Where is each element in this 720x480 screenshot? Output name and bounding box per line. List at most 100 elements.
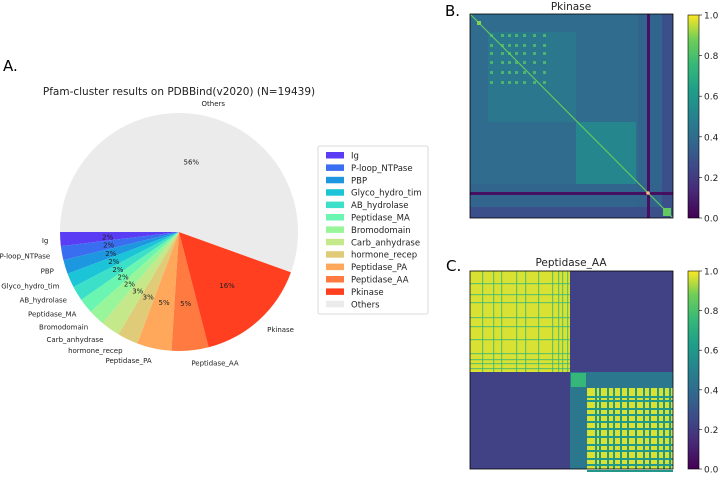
panel-label-a: A. — [3, 57, 18, 75]
heatmap-stripe — [587, 458, 673, 460]
legend-swatch — [326, 176, 344, 184]
colorbar-tick-label: 0.6 — [704, 93, 719, 103]
legend-entry: Bromodomain — [351, 226, 411, 236]
pie-chart — [60, 113, 298, 351]
legend-entry: P-loop_NTPase — [351, 164, 413, 174]
pie-slice-ig — [60, 232, 179, 247]
heatmap-cell — [543, 52, 546, 55]
heatmap-stripe — [587, 408, 673, 410]
pie-category-label: hormone_recep — [68, 347, 123, 355]
heatmap-stripe — [587, 464, 673, 466]
heatmap-cell — [543, 61, 546, 64]
heatmap-cell — [523, 81, 526, 84]
pie-category-label: Pkinase — [267, 326, 294, 334]
heatmap-cell — [501, 34, 504, 37]
heatmap-stripe — [470, 339, 570, 341]
pie-slice-pkinase — [179, 232, 291, 348]
pie-category-label: Carb_anhydrase — [47, 336, 104, 344]
heatmap-stripe — [657, 388, 659, 469]
heatmap-stripe — [587, 450, 673, 452]
pie-slice-peptidase-ma — [81, 232, 179, 312]
legend-swatch — [326, 288, 344, 295]
legend-entry: Ig — [351, 152, 359, 162]
heatmap-c-title: Peptidase_AA — [535, 257, 607, 269]
legend-swatch — [326, 263, 344, 271]
pie-pct-label: 56% — [183, 159, 199, 167]
pie-category-label: P-loop_NTPase — [0, 252, 50, 260]
pie-slice-pbp — [63, 232, 179, 274]
legend-entry: Peptidase_AA — [351, 276, 409, 286]
heatmap-cell — [663, 208, 671, 216]
heatmap-cell — [543, 44, 546, 47]
heatmap-cell — [533, 81, 536, 84]
heatmap-stripe — [635, 388, 637, 469]
pie-slice-peptidase-pa — [137, 232, 179, 351]
heatmap-cell — [490, 71, 493, 74]
heatmap-stripe — [470, 363, 570, 365]
heatmap-cell — [501, 44, 504, 47]
legend-swatch — [326, 214, 344, 221]
colorbar-tick-label: 1.0 — [704, 268, 719, 278]
pie-slice-hormone-recep — [118, 232, 179, 344]
legend-swatch — [326, 300, 344, 308]
heatmap-stripe — [587, 396, 673, 398]
heatmap-cell — [533, 71, 536, 74]
legend-frame — [317, 145, 429, 315]
heatmap-cell — [508, 81, 511, 84]
heatmap-stripe — [587, 414, 673, 416]
legend-swatch — [326, 276, 344, 283]
colorbar-gradient — [687, 270, 700, 470]
colorbar-tick-label: 0.4 — [704, 386, 719, 396]
legend-entry: Peptidase_PA — [351, 263, 407, 273]
heatmap-cell — [533, 34, 536, 37]
pie-legend: Ig P-loop_NTPase PBP Glyco_hydro_tim AB_hydr… — [317, 145, 429, 315]
colorbar-tick-label: 0.8 — [704, 307, 719, 317]
legend-entry: Carb_anhydrase — [351, 238, 420, 248]
heatmap-separator — [647, 14, 650, 218]
colorbar-tick-label: 0.2 — [704, 174, 718, 184]
pie-category-label: Ig — [42, 237, 49, 245]
heatmap-cell — [515, 52, 518, 55]
heatmap-cell — [523, 71, 526, 74]
legend-swatch — [326, 226, 344, 233]
pie-slice-p-loop-ntpase — [60, 232, 179, 261]
heatmap-cell — [508, 34, 511, 37]
pie-pct-label: 2% — [124, 280, 135, 288]
heatmap-stripe — [470, 353, 570, 355]
heatmap-stripe — [587, 400, 673, 402]
heatmap-cell — [490, 44, 493, 47]
heatmap-b-title: Pkinase — [551, 1, 591, 13]
heatmap-cell — [490, 61, 493, 64]
heatmap-block — [470, 271, 570, 372]
heatmap-cell — [515, 34, 518, 37]
heatmap-stripe — [525, 271, 527, 372]
heatmap-stripe — [538, 271, 540, 372]
heatmap-stripe — [470, 326, 570, 328]
heatmap-cell — [515, 71, 518, 74]
heatmap-stripe — [470, 317, 570, 319]
colorbar-gradient — [687, 14, 700, 219]
heatmap-separator — [470, 192, 673, 195]
heatmap-peptidase-aa — [469, 270, 674, 472]
heatmap-cell — [543, 34, 546, 37]
pie-category-label: PBP — [41, 267, 54, 275]
heatmap-frame — [469, 270, 674, 470]
heatmap-stripe — [470, 359, 570, 361]
heatmap-stripe — [552, 271, 554, 372]
heatmap-diagonal — [469, 13, 674, 219]
heatmap-cell — [508, 61, 511, 64]
heatmap-cell — [515, 61, 518, 64]
pie-title: Pfam-cluster results on PDBBind(v2020) (… — [43, 86, 315, 98]
heatmap-cell — [477, 21, 481, 25]
heatmap-stripe — [501, 271, 503, 372]
colorbar-tick-label: 0.8 — [704, 52, 719, 62]
heatmap-stripe — [470, 368, 570, 370]
pie-category-label: Peptidase_PA — [105, 357, 151, 365]
panel-label-c: C. — [446, 257, 461, 275]
pie-pct-label: 2% — [103, 242, 114, 250]
heatmap-pkinase — [469, 13, 674, 219]
pie-slice-bromodomain — [90, 232, 179, 324]
heatmap-stripe — [558, 271, 560, 372]
pie-pct-label: 3% — [143, 293, 154, 301]
